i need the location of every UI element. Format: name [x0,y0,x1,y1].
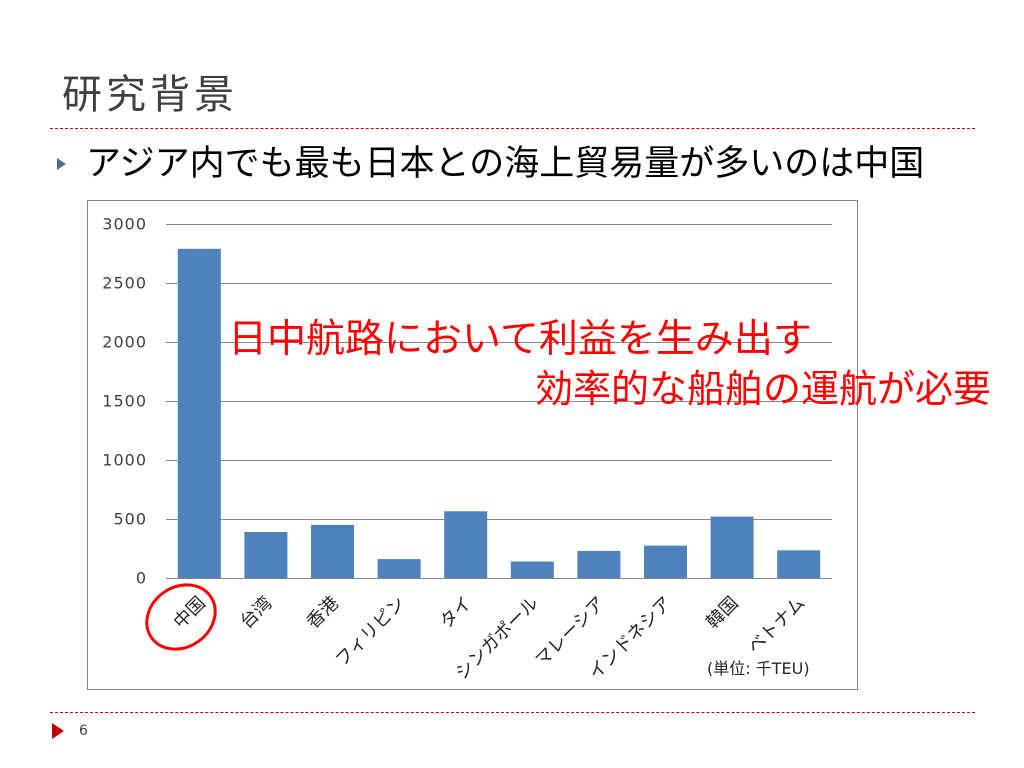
y-tick-label: 500 [113,510,147,529]
highlight-ellipse [145,583,217,651]
y-tick-label: 3000 [102,215,147,234]
y-axis: 0 500 1000 1500 2000 2500 3000 [102,215,147,588]
chart-bar [644,545,687,578]
bullet-text: アジア内でも最も日本との海上貿易量が多いのは中国 [86,144,925,184]
y-tick-label: 2000 [102,333,147,352]
bullet-triangle-icon [57,158,66,170]
chart-bar [444,511,488,578]
chart-bar [244,532,288,578]
y-tick-label: 1000 [102,451,147,470]
chart-bar [710,516,754,578]
slide-title: 研究背景 [62,72,238,118]
callout-line-1: 日中航路において利益を生み出す [228,317,812,362]
chart-bar [311,524,354,578]
bars [177,248,821,579]
chart-bar [377,559,421,578]
y-tick-label: 0 [136,569,147,588]
page-number: 6 [79,723,88,739]
unit-label: (単位: 千TEU) [707,659,810,678]
chart-bar [577,550,621,578]
footer-triangle-icon [52,723,64,739]
chart-bar [177,248,221,579]
callout-line-2: 効率的な船舶の運航が必要 [535,367,992,411]
chart-bar [510,561,554,578]
footer-divider [50,712,975,713]
y-tick-label: 2500 [102,274,147,293]
bar-chart: 0 500 1000 1500 2000 2500 3000 中国 台湾 香港 フィリピン タイ シン… [87,200,858,690]
header-divider [50,128,975,129]
chart-bar [777,550,821,578]
y-tick-label: 1500 [102,392,147,411]
